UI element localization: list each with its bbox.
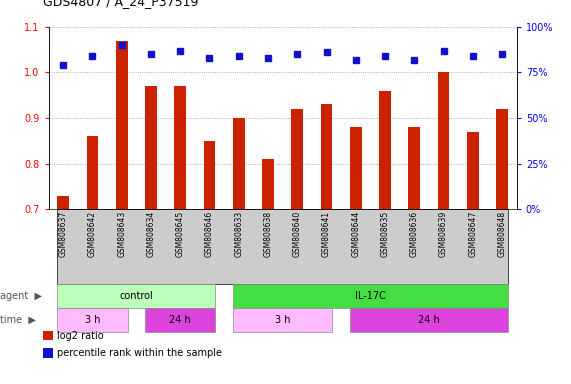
Bar xyxy=(379,91,391,384)
Bar xyxy=(145,86,157,384)
Bar xyxy=(87,136,98,384)
Bar xyxy=(174,86,186,384)
Bar xyxy=(496,109,508,384)
Bar xyxy=(291,109,303,384)
Text: agent  ▶: agent ▶ xyxy=(0,291,42,301)
Bar xyxy=(57,195,69,384)
Text: 3 h: 3 h xyxy=(85,315,100,325)
Text: log2 ratio: log2 ratio xyxy=(57,331,103,341)
Bar xyxy=(438,73,449,384)
Text: 3 h: 3 h xyxy=(275,315,291,325)
Bar xyxy=(408,127,420,384)
Text: GDS4807 / A_24_P37519: GDS4807 / A_24_P37519 xyxy=(43,0,198,8)
Bar xyxy=(116,41,127,384)
Text: 24 h: 24 h xyxy=(418,315,440,325)
Text: time  ▶: time ▶ xyxy=(0,315,36,325)
Bar xyxy=(467,132,478,384)
Bar xyxy=(262,159,274,384)
Bar xyxy=(233,118,244,384)
Bar xyxy=(350,127,361,384)
Text: IL-17C: IL-17C xyxy=(355,291,386,301)
Text: control: control xyxy=(119,291,153,301)
Text: 24 h: 24 h xyxy=(170,315,191,325)
Bar xyxy=(204,141,215,384)
Text: percentile rank within the sample: percentile rank within the sample xyxy=(57,348,222,358)
Bar xyxy=(321,104,332,384)
